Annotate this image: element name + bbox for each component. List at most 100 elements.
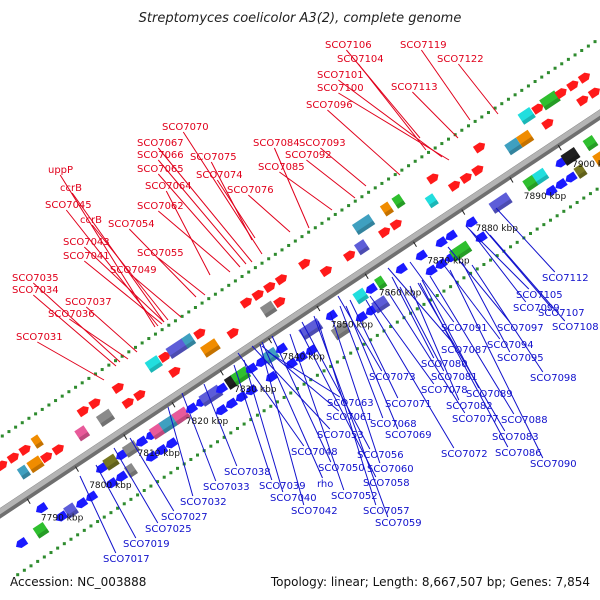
track-dot: [47, 403, 51, 407]
feature-box-shade: [587, 141, 599, 152]
forward-gene-arrow: [554, 88, 567, 100]
forward-gene-arrow-shape: [577, 72, 590, 84]
track-dot: [495, 254, 499, 258]
track-dot: [67, 390, 71, 394]
track-dot: [447, 137, 451, 141]
scale-tick-label: 7860 kbp: [379, 289, 422, 299]
feature-box: [223, 374, 238, 390]
feature-box: [26, 455, 45, 474]
forward-gene-label: ccrB: [60, 183, 82, 194]
feature-box: [230, 366, 252, 386]
scale-tick-label: 7820 kbp: [186, 417, 229, 427]
reverse-gene-label: SCO7071: [385, 399, 432, 410]
forward-gene-label: SCO7101: [317, 70, 364, 81]
reverse-gene-label: SCO7057: [363, 506, 410, 517]
scale-tick-mark: [557, 145, 562, 151]
forward-gene-arrow: [577, 72, 590, 84]
track-dot: [180, 314, 184, 318]
forward-label-leader: [279, 171, 333, 211]
map-title: Streptomyces coelicolor A3(2), complete …: [139, 11, 462, 26]
reverse-label-leader: [484, 229, 552, 308]
reverse-gene-label: SCO7097: [497, 323, 544, 334]
reverse-gene-arrow: [145, 450, 159, 462]
feature-box-shade: [356, 294, 370, 305]
forward-gene-label: SCO7074: [196, 170, 243, 181]
reverse-label-leader: [167, 406, 194, 497]
scale-tick-mark: [461, 209, 466, 215]
track-dot: [249, 418, 253, 422]
reverse-gene-label: SCO7077: [452, 414, 499, 425]
track-dot: [287, 243, 291, 247]
track-dot: [529, 231, 533, 235]
track-dot: [187, 310, 191, 314]
feature-box-fill: [488, 192, 513, 214]
reverse-gene-arrow: [425, 264, 438, 276]
reverse-gene-arrow-shape: [415, 249, 428, 261]
feature-box-shade: [384, 208, 394, 217]
forward-gene-arrow: [158, 351, 171, 363]
forward-gene-arrow-shape: [298, 258, 311, 270]
reverse-gene-arrow-shape: [56, 510, 69, 522]
feature-box-fill: [531, 167, 550, 185]
track-dot: [553, 66, 557, 70]
track-dot: [196, 453, 200, 457]
reverse-gene-label: SCO7061: [326, 412, 373, 423]
track-dot: [475, 267, 479, 271]
track-dot: [80, 381, 84, 385]
reverse-gene-arrow: [36, 502, 49, 514]
reverse-gene-arrow: [106, 477, 119, 489]
reverse-label-leader: [399, 286, 445, 372]
forward-gene-arrow: [472, 142, 486, 154]
feature-box-fill: [379, 201, 394, 217]
forward-gene-arrow-shape: [251, 289, 264, 301]
reverse-gene-arrow: [115, 470, 129, 482]
feature-box-shade: [169, 344, 189, 360]
track-dot: [340, 208, 344, 212]
reverse-gene-arrow-shape: [265, 370, 279, 382]
track-dot: [415, 307, 419, 311]
forward-gene-arrow-shape: [426, 173, 439, 185]
track-dot: [588, 192, 592, 196]
track-dot: [149, 484, 153, 488]
feature-box-fill: [199, 338, 221, 358]
feature-box-fill: [573, 163, 588, 179]
reverse-label-leader: [339, 305, 384, 419]
forward-gene-arrow: [319, 266, 332, 278]
track-dot: [469, 271, 473, 275]
track-dot: [207, 297, 211, 301]
track-dot: [375, 333, 379, 337]
reverse-gene-arrow-shape: [165, 437, 179, 449]
track-dot: [227, 283, 231, 287]
feature-box: [16, 464, 31, 480]
reverse-gene-arrow: [245, 384, 259, 396]
track-dot: [407, 164, 411, 168]
forward-label-leader: [327, 109, 401, 176]
track-dot: [482, 263, 486, 267]
forward-gene-label: SCO7064: [145, 181, 192, 192]
reverse-label-leader: [237, 352, 305, 447]
gene-labels: SCO7106 SCO7119 SCO7104 SCO7122 SCO7101 SCO71…: [12, 40, 599, 565]
track-dot: [462, 276, 466, 280]
track-dot: [300, 235, 304, 239]
reverse-gene-arrow-shape: [465, 216, 478, 228]
track-dot: [54, 399, 58, 403]
track-dot: [442, 289, 446, 293]
track-dot: [122, 502, 126, 506]
reverse-gene-label: SCO7052: [331, 491, 378, 502]
reverse-gene-arrow-shape: [225, 397, 239, 409]
feature-box-fill: [353, 239, 370, 256]
forward-label-leader: [130, 274, 182, 318]
feature-box-shade: [543, 97, 561, 111]
track-dot: [127, 350, 131, 354]
track-dot: [327, 217, 331, 221]
scale-tick-label: 7870 kbp: [427, 256, 470, 266]
reverse-gene-arrow-shape: [86, 490, 99, 502]
feature-box-shade: [34, 441, 44, 449]
reverse-label-leader: [329, 311, 381, 464]
forward-gene-arrow: [76, 406, 89, 418]
scale-tick-mark: [26, 498, 31, 504]
track-dot: [520, 88, 524, 92]
feature-box-shade: [536, 174, 550, 185]
feature-box-fill: [259, 300, 278, 318]
reverse-label-leader: [429, 275, 515, 415]
